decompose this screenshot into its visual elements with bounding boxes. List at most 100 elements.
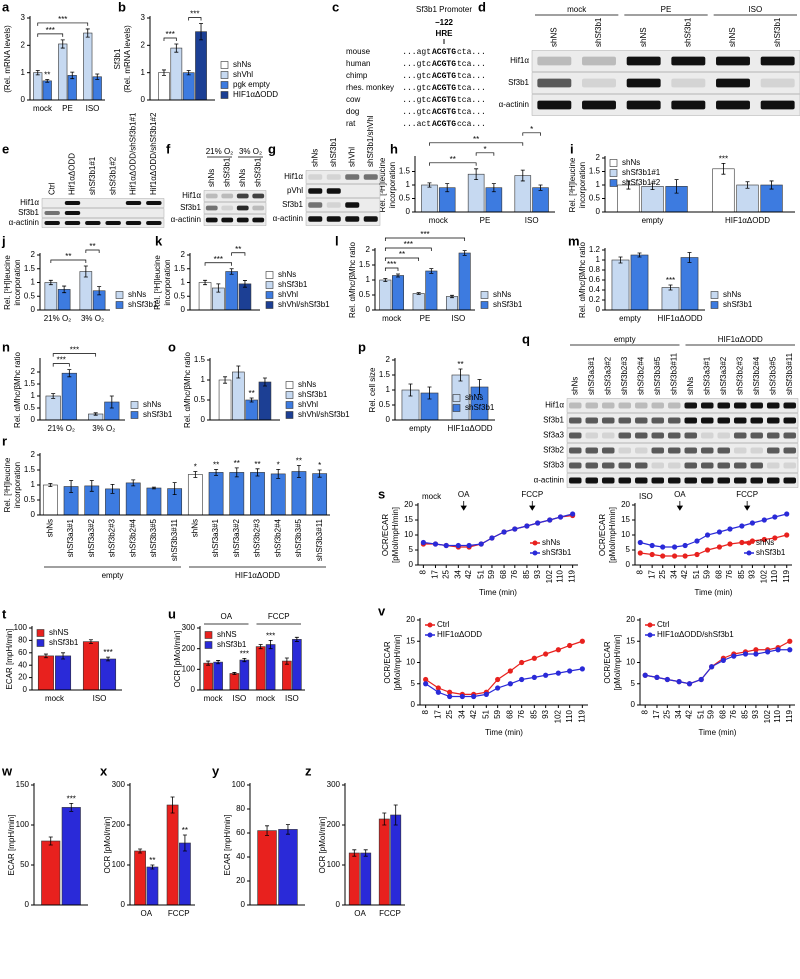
bracket — [384, 237, 466, 241]
bar — [532, 187, 549, 213]
point — [642, 672, 648, 678]
event-arrow — [460, 501, 467, 511]
significance: ** — [473, 135, 479, 144]
error-bar — [408, 383, 413, 397]
y-tick-label: 100 — [182, 664, 196, 673]
band — [585, 462, 599, 469]
error-bar — [131, 479, 136, 487]
y-tick-label: 1 — [596, 255, 601, 264]
error-bar — [769, 180, 774, 190]
legend-label: shSf3b1 — [143, 410, 173, 419]
x-tick-label: 21% O₂ — [47, 424, 75, 433]
blot-strip — [566, 458, 799, 473]
row-label: Sf3b1 — [543, 416, 564, 425]
point — [739, 539, 745, 546]
x-tick-label: OA — [354, 909, 366, 918]
x-tick-label: 110 — [565, 709, 574, 722]
panel-letter: a — [2, 0, 10, 14]
bar — [611, 259, 630, 311]
blot-strip — [566, 473, 799, 488]
band — [568, 462, 582, 469]
y-tick-label: 0 — [366, 305, 371, 314]
point — [694, 551, 700, 558]
legend-label: shNs — [233, 60, 251, 69]
band — [105, 221, 121, 225]
seq-core: ACGTG — [432, 60, 456, 69]
bar — [712, 168, 735, 213]
bar — [292, 639, 302, 691]
significance: *** — [190, 10, 199, 19]
error-bar — [51, 393, 56, 399]
x-tick-label: 34 — [453, 569, 462, 578]
error-bar — [206, 660, 211, 666]
species: mouse — [346, 47, 371, 56]
point — [671, 544, 678, 550]
bar — [166, 804, 179, 906]
x-tick-label: 76 — [510, 569, 519, 578]
error-bar — [429, 268, 434, 274]
error-bar — [35, 70, 40, 76]
point — [524, 523, 530, 529]
panel-text: mock — [422, 492, 442, 501]
lane-label: shNs — [238, 169, 247, 187]
lane-label: shSf3b2#3 — [620, 356, 629, 395]
point — [761, 517, 767, 523]
bar — [680, 257, 699, 311]
significance: *** — [70, 346, 79, 355]
lane-label: shSf3b1#2 — [108, 156, 117, 195]
significance: * — [318, 461, 321, 470]
y-tick-label: 0 — [181, 305, 186, 314]
lane-label: shSf3b1 — [329, 137, 338, 167]
x-axis-label: Time (min) — [699, 728, 737, 737]
y-tick-label: 200 — [327, 820, 341, 829]
band — [601, 417, 615, 424]
blot-strip — [41, 208, 165, 218]
error-bar — [223, 376, 228, 384]
legend-swatch — [285, 381, 294, 389]
band — [146, 221, 162, 225]
lane-label: shSf3a3#2 — [719, 356, 728, 395]
x-tick-label: 8 — [635, 569, 644, 574]
panel-letter: s — [378, 486, 385, 501]
bar — [213, 661, 223, 691]
x-tick-label: 102 — [763, 709, 772, 723]
x-tick-label: HIF1αΔODD — [725, 216, 770, 225]
y-tick-label: 1.5 — [24, 379, 36, 388]
band — [700, 417, 714, 424]
band — [601, 462, 615, 469]
error-bar — [69, 803, 74, 812]
lane-label: shSf3a3#2 — [603, 356, 612, 395]
legend-label: shNs — [493, 290, 511, 299]
event-label: OA — [458, 490, 470, 499]
bracket — [429, 142, 524, 146]
error-bar — [416, 292, 421, 295]
y-axis-label: OCR/ECAR — [381, 514, 390, 556]
band — [750, 477, 764, 484]
x-tick-label: ISO — [86, 104, 100, 113]
x-tick-label: HIF1αΔODD — [447, 424, 492, 433]
lane-label: Ctrl — [47, 182, 56, 195]
panel-letter: w — [1, 763, 13, 778]
lane-label: shNS — [549, 27, 558, 47]
point — [567, 642, 573, 649]
lane-label: shSf3b3#11 — [785, 352, 794, 395]
panel-letter: b — [118, 0, 126, 14]
x-tick-label: shSf3b2#4 — [273, 518, 282, 557]
x-tick-label: empty — [642, 216, 664, 225]
bar — [425, 270, 438, 311]
band — [766, 447, 780, 454]
legend-marker — [647, 622, 653, 628]
seq-core: ACGTG — [432, 84, 456, 93]
legend-label: shNS — [217, 630, 237, 639]
lane-label: shSf3b1 — [222, 157, 231, 187]
blot-strip — [566, 398, 799, 413]
point — [432, 541, 439, 547]
y-tick-label: 150 — [16, 780, 30, 789]
significance: *** — [719, 155, 728, 164]
band — [326, 216, 341, 222]
y-tick-label: 1 — [31, 480, 36, 489]
legend-swatch — [265, 281, 274, 289]
legend-label: shSf3b1 — [278, 280, 308, 289]
row-label: Sf3b2 — [543, 446, 564, 455]
